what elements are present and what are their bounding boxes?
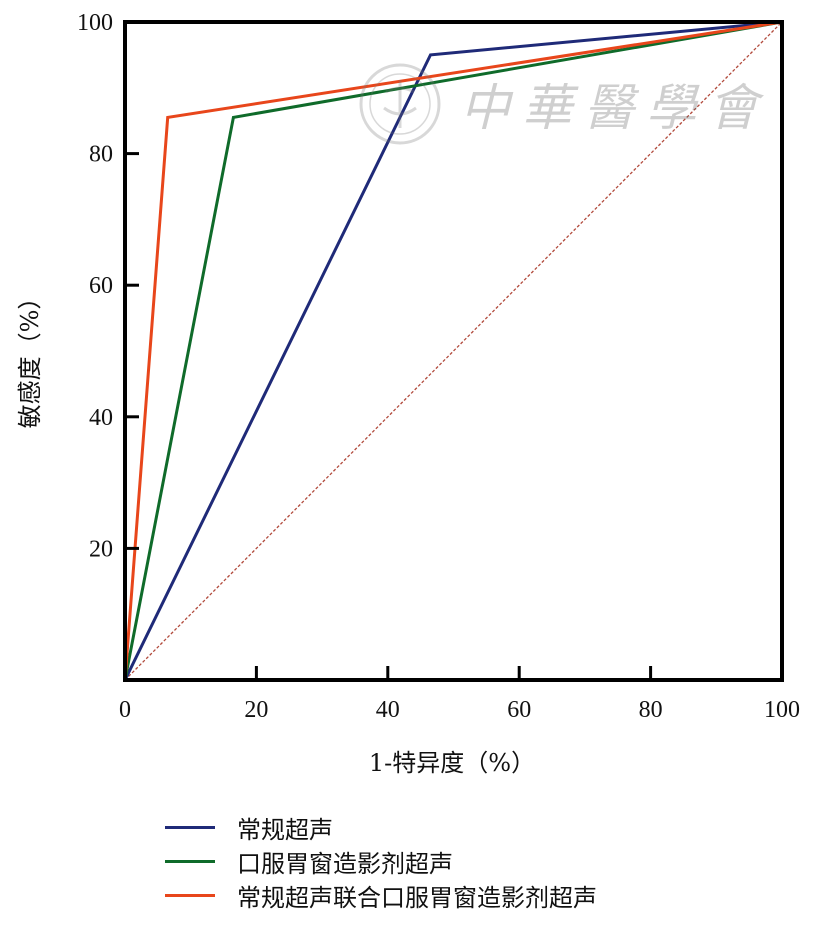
x-tick-label: 100 bbox=[764, 697, 800, 723]
x-tick-label: 80 bbox=[639, 697, 663, 723]
legend-label: 口服胃窗造影剂超声 bbox=[237, 849, 453, 878]
y-tick-label: 20 bbox=[89, 536, 113, 562]
series-line-2 bbox=[123, 20, 783, 681]
x-tick-label: 60 bbox=[507, 697, 531, 723]
legend-item: 常规超声 bbox=[165, 810, 597, 844]
y-tick-label: 100 bbox=[77, 10, 113, 36]
axes bbox=[123, 20, 784, 682]
legend-label: 常规超声 bbox=[237, 815, 333, 844]
y-tick-label: 40 bbox=[89, 405, 113, 431]
plot-frame bbox=[123, 20, 784, 682]
legend-label: 常规超声联合口服胃窗造影剂超声 bbox=[237, 883, 597, 912]
x-tick-label: 0 bbox=[119, 697, 131, 723]
legend-item: 口服胃窗造影剂超声 bbox=[165, 844, 597, 878]
plot-area bbox=[123, 20, 783, 681]
y-axis-label: 敏感度（%） bbox=[16, 286, 44, 429]
legend-swatch bbox=[165, 859, 215, 863]
y-tick-label: 60 bbox=[89, 273, 113, 299]
watermark: 中華醫學會 bbox=[358, 62, 770, 146]
legend-swatch bbox=[165, 893, 215, 897]
x-tick-label: 20 bbox=[244, 697, 268, 723]
x-tick-label: 40 bbox=[376, 697, 400, 723]
x-axis-label: 1-特异度（%） bbox=[369, 749, 535, 777]
series-line-3 bbox=[123, 20, 783, 681]
watermark-text: 中華醫學會 bbox=[460, 79, 770, 137]
legend: 常规超声 口服胃窗造影剂超声 常规超声联合口服胃窗造影剂超声 bbox=[165, 810, 597, 912]
legend-swatch bbox=[165, 825, 215, 829]
seal-icon bbox=[359, 63, 441, 145]
legend-item: 常规超声联合口服胃窗造影剂超声 bbox=[165, 878, 597, 912]
tick-labels: 0 20 40 60 80 100 20 40 60 80 100 bbox=[77, 10, 800, 723]
y-tick-label: 80 bbox=[89, 142, 113, 168]
series-line-1 bbox=[123, 20, 783, 681]
